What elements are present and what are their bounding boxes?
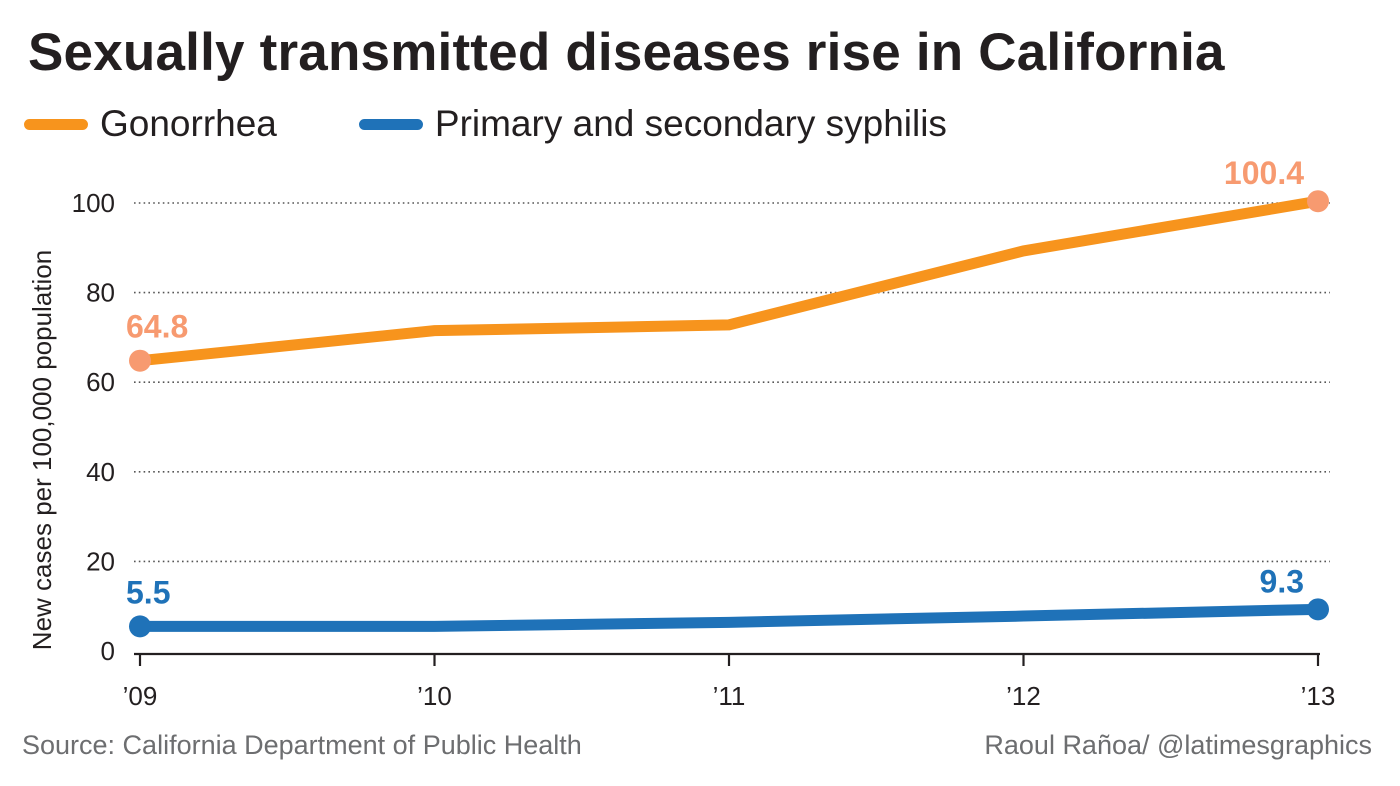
chart-title: Sexually transmitted diseases rise in Ca… — [28, 23, 1225, 82]
y-tick-label-100: 100 — [72, 188, 115, 218]
x-tick-label-0: ’09 — [123, 681, 158, 711]
y-tick-label-60: 60 — [86, 367, 115, 397]
y-tick-label-20: 20 — [86, 546, 115, 576]
source-note: Source: California Department of Public … — [22, 730, 582, 760]
x-tick-label-3: ’12 — [1006, 681, 1041, 711]
legend: Gonorrhea Primary and secondary syphilis — [24, 100, 947, 148]
y-axis-title: New cases per 100,000 population — [27, 250, 57, 650]
x-tick-label-2: ’11 — [713, 681, 746, 711]
series-0-end-point — [1307, 190, 1329, 213]
credit-note: Raoul Rañoa/ @latimesgraphics — [984, 730, 1372, 760]
x-tick-label-4: ’13 — [1301, 681, 1336, 711]
series-1-start-point — [129, 615, 151, 638]
legend-swatch-syphilis — [358, 118, 423, 130]
y-tick-label-40: 40 — [86, 457, 115, 487]
y-tick-label-0: 0 — [101, 636, 115, 666]
series-0-start-label: 64.8 — [126, 309, 188, 345]
x-tick-label-1: ’10 — [417, 681, 452, 711]
series-1-end-point — [1307, 598, 1329, 621]
series-0-end-label: 100.4 — [1224, 155, 1304, 191]
legend-label-syphilis: Primary and secondary syphilis — [434, 103, 947, 144]
series-line-1 — [140, 603, 1319, 632]
series-1-start-label: 5.5 — [126, 574, 170, 610]
legend-swatch-gonorrhea — [24, 118, 88, 130]
series-1-end-label: 9.3 — [1260, 563, 1304, 599]
legend-item-gonorrhea: Gonorrhea — [24, 103, 277, 145]
series-0-start-point — [129, 349, 151, 372]
y-tick-label-80: 80 — [86, 278, 115, 308]
legend-label-gonorrhea: Gonorrhea — [100, 103, 277, 144]
legend-item-syphilis: Primary and secondary syphilis — [358, 103, 947, 145]
series-line-0 — [139, 195, 1319, 367]
